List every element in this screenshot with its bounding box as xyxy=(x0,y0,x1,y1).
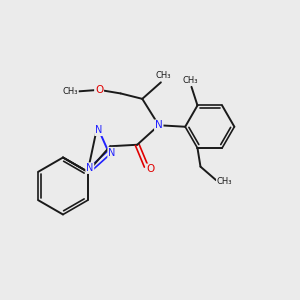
Text: N: N xyxy=(86,163,94,173)
Text: CH₃: CH₃ xyxy=(62,87,78,96)
Text: N: N xyxy=(95,125,103,135)
Text: N: N xyxy=(108,148,116,158)
Text: N: N xyxy=(155,120,163,130)
Text: CH₃: CH₃ xyxy=(217,177,232,186)
Text: O: O xyxy=(147,164,155,174)
Text: CH₃: CH₃ xyxy=(155,71,171,80)
Text: O: O xyxy=(95,85,103,95)
Text: CH₃: CH₃ xyxy=(182,76,198,85)
